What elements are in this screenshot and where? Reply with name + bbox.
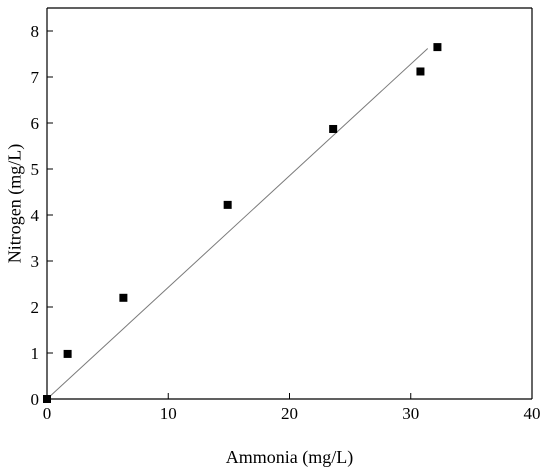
x-tick-label: 0 xyxy=(43,404,52,423)
y-tick-label: 4 xyxy=(31,206,40,225)
x-tick-label: 30 xyxy=(402,404,419,423)
y-tick-label: 7 xyxy=(31,68,40,87)
data-markers xyxy=(43,43,442,403)
y-tick-label: 5 xyxy=(31,160,40,179)
data-point xyxy=(223,200,232,209)
x-tick-label: 20 xyxy=(281,404,298,423)
data-point xyxy=(63,349,72,358)
x-tick-label: 10 xyxy=(160,404,177,423)
data-point xyxy=(416,67,425,76)
y-tick-label: 8 xyxy=(31,22,40,41)
y-axis-title: Nitrogen (mg/L) xyxy=(4,144,25,263)
x-tick-label: 40 xyxy=(524,404,541,423)
data-point xyxy=(43,395,51,403)
y-ticks: 0 1 2 3 4 5 6 7 8 xyxy=(31,22,53,409)
data-point xyxy=(433,43,442,52)
y-tick-label: 2 xyxy=(31,298,40,317)
data-point xyxy=(329,124,338,133)
y-tick-label: 3 xyxy=(31,252,40,271)
plot-area xyxy=(46,7,533,400)
y-tick-label: 0 xyxy=(31,390,40,409)
x-ticks: 0 10 20 30 40 xyxy=(43,393,541,423)
x-axis-title: Ammonia (mg/L) xyxy=(226,447,353,468)
data-point xyxy=(119,293,128,302)
y-tick-label: 6 xyxy=(31,114,40,133)
y-tick-label: 1 xyxy=(31,344,40,363)
fit-line xyxy=(46,48,429,400)
